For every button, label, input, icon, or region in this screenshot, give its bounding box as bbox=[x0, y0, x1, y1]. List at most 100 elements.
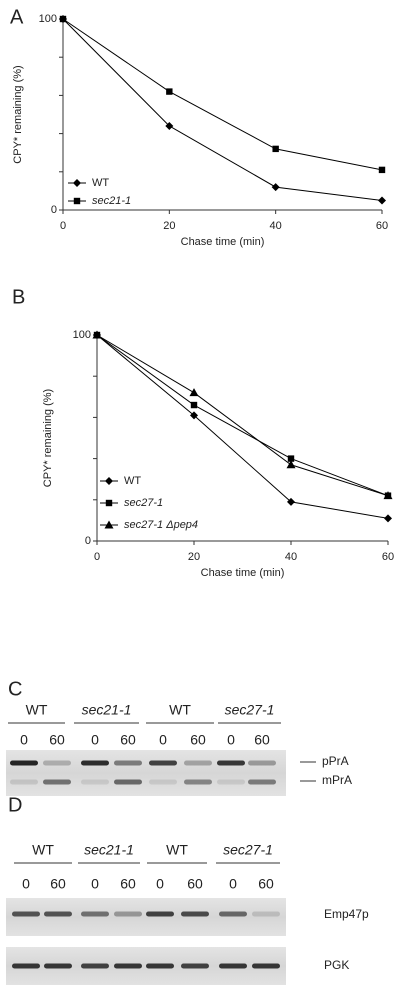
band bbox=[184, 760, 212, 766]
x-tick-label: 20 bbox=[163, 220, 175, 232]
lane-time-label: 60 bbox=[50, 876, 66, 892]
band bbox=[114, 760, 142, 766]
band-label: PGK bbox=[324, 958, 349, 972]
marker bbox=[59, 15, 67, 23]
marker bbox=[73, 179, 81, 187]
panel-label: C bbox=[8, 678, 22, 700]
x-tick-label: 0 bbox=[60, 220, 66, 232]
lane-time-label: 60 bbox=[49, 732, 65, 748]
lane-time-label: 60 bbox=[120, 732, 136, 748]
band bbox=[114, 911, 142, 917]
x-tick-label: 0 bbox=[94, 551, 100, 563]
lane-time-label: 60 bbox=[187, 876, 203, 892]
series-line bbox=[96, 334, 389, 497]
lane-time-label: 0 bbox=[156, 876, 164, 892]
band bbox=[219, 911, 247, 917]
band bbox=[181, 963, 209, 969]
band-label: Emp47p bbox=[324, 907, 369, 921]
band bbox=[146, 911, 174, 917]
x-tick-label: 40 bbox=[270, 220, 282, 232]
panel-label: A bbox=[10, 6, 24, 28]
band-label: mPrA bbox=[322, 773, 352, 787]
lane-time-label: 60 bbox=[258, 876, 274, 892]
lane-time-label: 0 bbox=[20, 732, 28, 748]
band bbox=[81, 911, 109, 917]
band bbox=[43, 760, 71, 766]
series-line bbox=[96, 334, 389, 497]
y-axis-label: CPY* remaining (%) bbox=[12, 65, 24, 163]
lane-time-label: 0 bbox=[229, 876, 237, 892]
lane-time-label: 0 bbox=[227, 732, 235, 748]
x-tick-label: 60 bbox=[382, 551, 394, 563]
band bbox=[149, 779, 177, 785]
lane-group-label: sec21-1 bbox=[84, 842, 134, 858]
x-tick-label: 20 bbox=[188, 551, 200, 563]
marker bbox=[287, 455, 295, 462]
panel-label: D bbox=[8, 794, 22, 816]
legend-label: sec21-1 bbox=[92, 195, 131, 207]
band bbox=[10, 779, 38, 785]
band bbox=[10, 760, 38, 766]
marker bbox=[378, 166, 386, 174]
band bbox=[44, 963, 72, 969]
band bbox=[248, 779, 276, 785]
marker bbox=[190, 401, 198, 409]
lane-group-label: sec27-1 bbox=[223, 842, 273, 858]
blot-strip bbox=[6, 750, 286, 796]
band bbox=[219, 963, 247, 969]
band bbox=[43, 779, 71, 785]
band bbox=[44, 911, 72, 917]
lane-time-label: 60 bbox=[120, 876, 136, 892]
marker bbox=[271, 183, 280, 192]
marker bbox=[287, 497, 295, 506]
legend-label: WT bbox=[92, 177, 109, 189]
lane-time-label: 0 bbox=[159, 732, 167, 748]
marker bbox=[378, 196, 386, 205]
band bbox=[252, 911, 280, 917]
band bbox=[114, 779, 142, 785]
marker bbox=[272, 145, 279, 153]
band bbox=[217, 760, 245, 766]
lane-group-label: WT bbox=[169, 702, 191, 718]
series-line bbox=[62, 18, 383, 201]
legend-label: sec27-1 bbox=[124, 497, 163, 509]
marker bbox=[384, 514, 392, 523]
marker bbox=[165, 121, 174, 130]
panel-label: B bbox=[12, 286, 25, 308]
band bbox=[248, 760, 276, 766]
y-tick-label: 0 bbox=[51, 204, 57, 216]
lane-time-label: 0 bbox=[91, 732, 99, 748]
x-axis-label: Chase time (min) bbox=[201, 567, 285, 579]
lane-group-label: sec27-1 bbox=[225, 702, 275, 718]
band bbox=[12, 911, 40, 917]
lane-time-label: 60 bbox=[254, 732, 270, 748]
band bbox=[81, 760, 109, 766]
x-axis-label: Chase time (min) bbox=[181, 236, 265, 248]
blot-strip bbox=[6, 898, 286, 936]
marker bbox=[92, 330, 102, 339]
band bbox=[81, 779, 109, 785]
series-line bbox=[96, 334, 389, 519]
lane-time-label: 60 bbox=[190, 732, 206, 748]
band bbox=[81, 963, 109, 969]
band bbox=[149, 760, 177, 766]
x-tick-label: 40 bbox=[285, 551, 297, 563]
marker bbox=[286, 460, 296, 469]
y-tick-label: 100 bbox=[39, 13, 57, 25]
y-tick-label: 0 bbox=[85, 535, 91, 547]
marker bbox=[383, 491, 393, 500]
legend-label: WT bbox=[124, 475, 141, 487]
lane-group-label: WT bbox=[166, 842, 188, 858]
marker bbox=[166, 88, 173, 95]
band bbox=[217, 779, 245, 785]
marker bbox=[105, 477, 113, 485]
y-axis-label: CPY* remaining (%) bbox=[42, 389, 54, 487]
marker bbox=[73, 197, 81, 205]
band bbox=[12, 963, 40, 969]
x-tick-label: 60 bbox=[376, 220, 388, 232]
band bbox=[146, 963, 174, 969]
band-label: pPrA bbox=[322, 754, 349, 768]
band bbox=[114, 963, 142, 969]
lane-time-label: 0 bbox=[91, 876, 99, 892]
